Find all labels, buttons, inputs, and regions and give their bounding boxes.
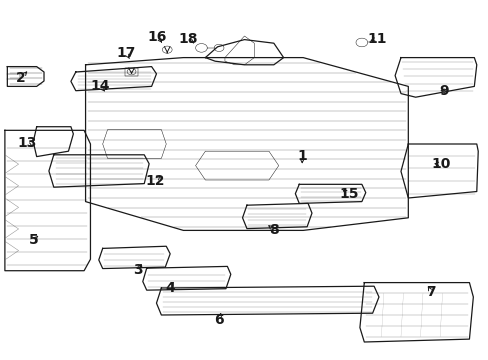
Text: 4: 4: [165, 281, 175, 295]
Text: 17: 17: [116, 46, 136, 60]
Text: 14: 14: [90, 79, 110, 93]
Text: 1: 1: [297, 149, 306, 162]
Text: 16: 16: [147, 30, 167, 44]
Text: 6: 6: [214, 313, 224, 327]
Text: 11: 11: [367, 32, 386, 46]
Text: 10: 10: [430, 157, 450, 171]
Text: 18: 18: [178, 32, 198, 46]
Text: 15: 15: [339, 187, 359, 201]
Text: 2: 2: [16, 72, 25, 85]
Text: 3: 3: [133, 263, 142, 277]
Text: 7: 7: [426, 285, 435, 299]
Bar: [125, 68, 138, 76]
Text: 5: 5: [28, 234, 38, 247]
Text: 9: 9: [438, 84, 448, 98]
Text: 12: 12: [145, 174, 165, 188]
Text: 13: 13: [17, 136, 37, 150]
Text: 8: 8: [268, 223, 278, 237]
